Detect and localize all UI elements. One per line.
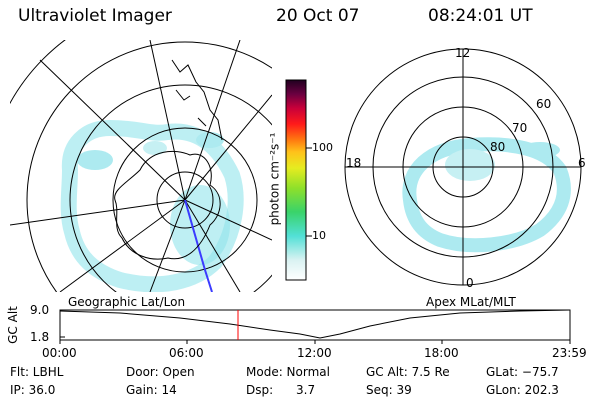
colorbar-tick-100: 100 [312,141,333,154]
time-tick-0600: 06:00 [169,346,204,360]
coastline [114,150,221,260]
altitude-tick-1-8: 1.8 [30,330,50,344]
mlt-label-18: 18 [346,156,362,170]
apex-map-panel [344,48,582,286]
color-scale-bar [285,79,312,281]
glon-info: GLon: 202.3 [486,383,559,397]
time-tick-2359: 23:59 [552,346,587,360]
coastline-north [171,59,223,141]
altitude-tick-9: 9.0 [30,303,50,317]
mlat-label-80: 80 [490,140,506,154]
seq-info: Seq: 39 [366,383,412,397]
satellite-track [184,199,213,292]
geographic-panel-label: Geographic Lat/Lon [68,295,186,309]
colorbar-tick-10: 10 [312,229,326,242]
colorbar-units: photon cm⁻²s⁻¹ [267,132,282,226]
mlat-label-70: 70 [512,121,528,135]
gc-alt-info: GC Alt: 7.5 Re [366,365,450,379]
ip-info: IP: 36.0 [10,383,56,397]
mlt-label-0: 0 [466,276,474,290]
mode-info: Mode: Normal [246,365,330,379]
door-info: Door: Open [126,365,195,379]
longitude-lines [10,40,272,292]
mlt-label-6: 6 [578,156,586,170]
mlat-label-60: 60 [536,97,552,111]
altitude-curve [59,309,571,339]
mlt-label-12: 12 [455,46,471,60]
apex-panel-label: Apex MLat/MLT [426,295,516,309]
time-tick-0000: 00:00 [42,346,77,360]
observation-date: 20 Oct 07 [276,6,360,26]
glat-info: GLat: −75.7 [486,365,559,379]
time-tick-1800: 18:00 [424,346,459,360]
instrument-title: Ultraviolet Imager [18,6,172,26]
gain-info: Gain: 14 [126,383,177,397]
filter-info: Flt: LBHL [10,365,64,379]
time-tick-1200: 12:00 [297,346,332,360]
geographic-map-panel [10,40,272,292]
altitude-axis-label: GC Alt [5,306,20,344]
latitude-circles [10,40,272,292]
aurora-emission-apex [402,137,571,253]
altitude-plot [59,309,571,344]
aurora-emission-geo [60,119,244,292]
observation-time: 08:24:01 UT [428,6,533,26]
dsp-info: Dsp: 3.7 [246,383,316,397]
